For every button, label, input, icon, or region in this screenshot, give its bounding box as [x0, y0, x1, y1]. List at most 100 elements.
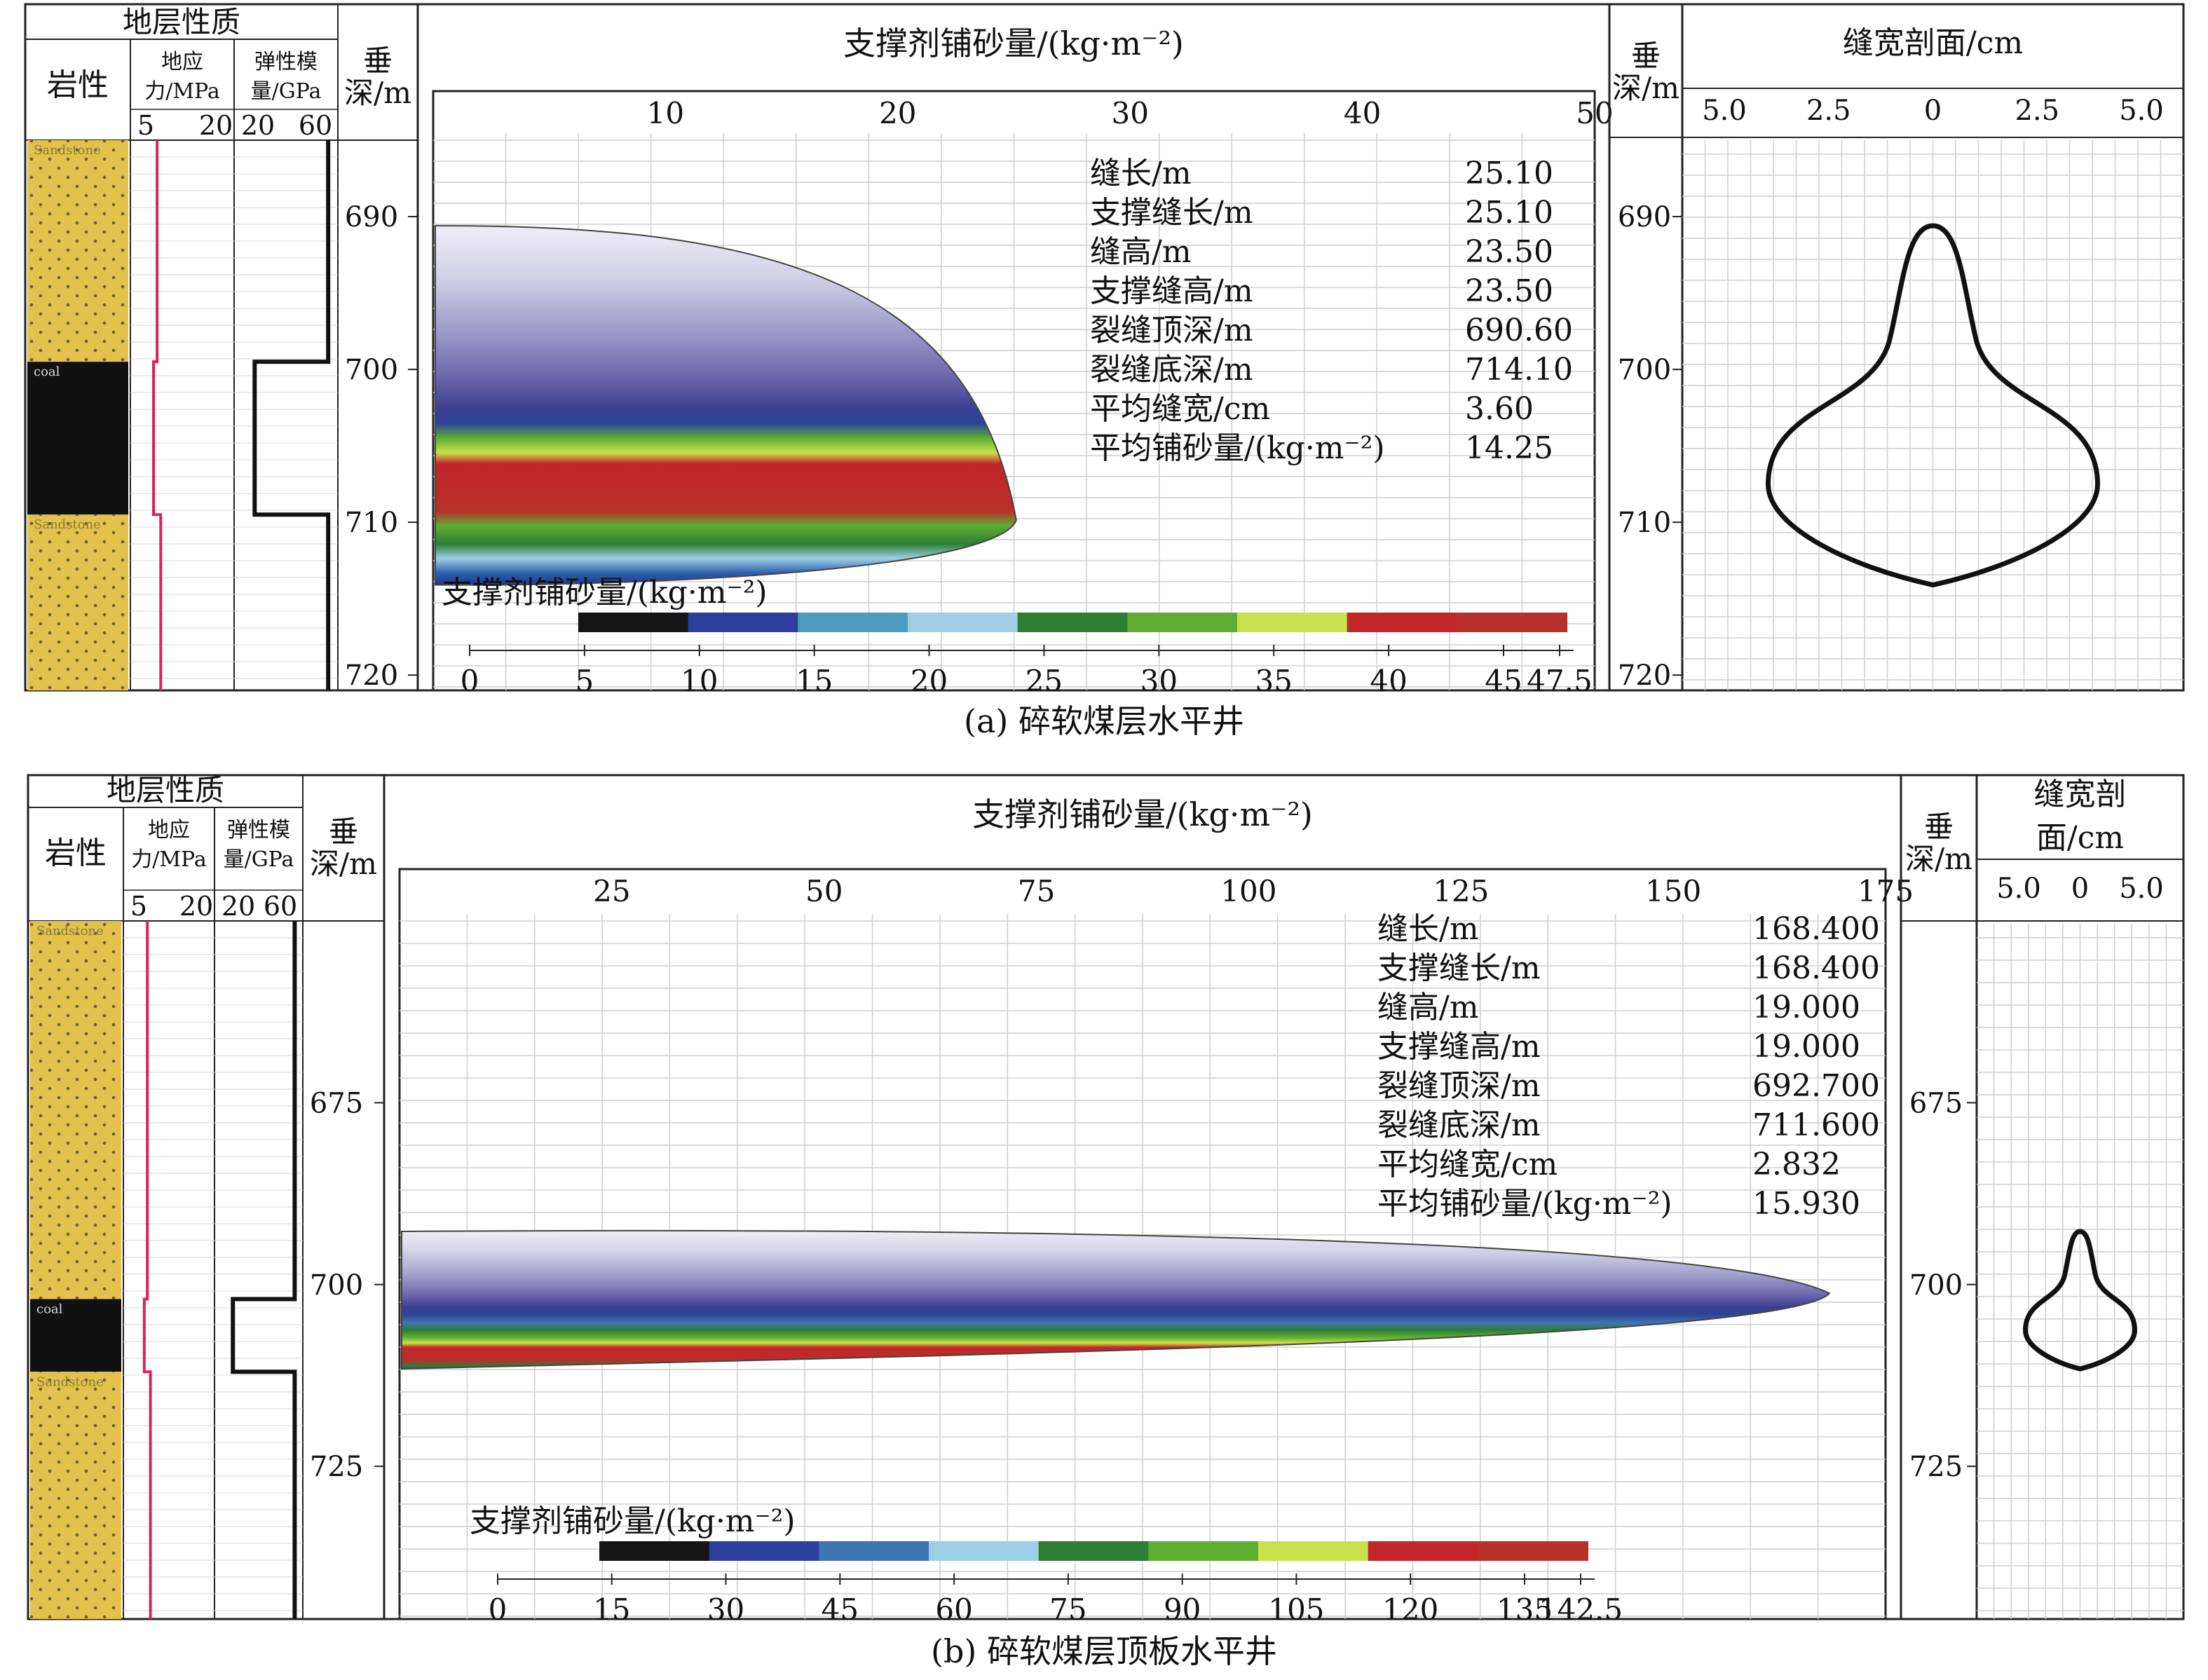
modulus-tick: 20: [241, 110, 275, 141]
width-depth-tick-label: 690: [1618, 201, 1671, 233]
colorbar-segment: [908, 613, 1018, 632]
stress-header: 地应: [148, 818, 190, 842]
colorbar-segment: [1038, 1541, 1150, 1561]
modulus-profile-line: [252, 140, 331, 690]
strata-title: 地层性质: [107, 773, 224, 807]
lithology-layer-label: Sandstone: [36, 1374, 104, 1389]
lithology-header: 岩性: [47, 67, 109, 103]
stress-tick: 5: [137, 110, 154, 141]
colorbar-tick-label: 47.5: [1527, 664, 1593, 698]
width-x-tick: 5.0: [2119, 95, 2164, 127]
figure-caption: (b) 碎软煤层顶板水平井: [931, 1632, 1277, 1670]
width-profile-shape: [2022, 1229, 2138, 1372]
colorbar-tick-label: 45: [1485, 664, 1522, 698]
lithology-layer-label: coal: [36, 1302, 63, 1317]
width-depth-header: 深/m: [1612, 71, 1679, 105]
stat-label: 支撑缝长/m: [1377, 950, 1541, 986]
modulus-tick: 60: [299, 110, 332, 141]
stat-value: 690.60: [1465, 313, 1573, 348]
width-depth-tick-label: 675: [1909, 1087, 1963, 1119]
colorbar-segment: [709, 1541, 820, 1561]
stress-header: 力/MPa: [131, 847, 207, 872]
lithology-layer-sandstone: [27, 514, 128, 690]
stat-label: 缝长/m: [1090, 156, 1192, 191]
width-x-tick: 0: [2071, 873, 2089, 905]
stat-label: 缝长/m: [1377, 911, 1479, 947]
stat-value: 14.25: [1465, 430, 1553, 466]
colorbar-segment: [819, 1541, 929, 1561]
stat-label: 平均铺砂量/(kg·m⁻²): [1377, 1186, 1672, 1222]
colorbar-tick-label: 75: [1049, 1592, 1086, 1627]
depth-tick-label: 700: [310, 1269, 363, 1302]
stress-profile-line: [152, 140, 163, 690]
contour-x-tick: 100: [1220, 874, 1276, 908]
modulus-header: 量/GPa: [224, 847, 294, 872]
width-depth-header: 垂: [1631, 39, 1661, 73]
contour-x-tick: 50: [1576, 96, 1613, 130]
stress-header: 地应: [161, 50, 203, 74]
depth-header: 垂: [329, 814, 358, 849]
contour-x-tick: 150: [1645, 874, 1701, 908]
stat-label: 裂缝顶深/m: [1377, 1068, 1541, 1104]
width-title: 缝宽剖: [2034, 777, 2127, 812]
depth-tick-label: 690: [345, 201, 398, 233]
lithology-layer-sandstone: [27, 140, 128, 362]
stat-value: 711.600: [1752, 1107, 1880, 1143]
colorbar-tick-label: 25: [1025, 664, 1063, 698]
stat-label: 缝高/m: [1090, 234, 1192, 270]
stress-profile-line: [142, 921, 152, 1619]
stat-label: 支撑缝高/m: [1377, 1029, 1541, 1065]
contour-x-tick: 50: [805, 874, 843, 908]
contour-x-tick: 40: [1344, 96, 1381, 130]
lithology-layer-coal: [27, 362, 128, 515]
depth-tick-label: 700: [345, 354, 398, 386]
lithology-layer-sandstone: [30, 1372, 121, 1619]
contour-x-tick: 20: [879, 96, 916, 130]
colorbar-tick-label: 0: [489, 1592, 507, 1627]
colorbar-segment: [1457, 613, 1567, 632]
width-depth-tick-label: 710: [1618, 507, 1671, 539]
stress-tick: 5: [130, 891, 147, 922]
width-depth-frame: [1608, 3, 1684, 692]
width-depth-tick-label: 700: [1618, 354, 1671, 386]
colorbar-tick-label: 0: [461, 664, 479, 698]
colorbar-segment: [1017, 613, 1129, 632]
stress-tick: 20: [199, 110, 233, 141]
width-title: 缝宽剖面/cm: [1843, 25, 2023, 61]
colorbar-segment: [1258, 1541, 1369, 1561]
lithology-layer-label: Sandstone: [36, 924, 104, 938]
width-depth-header: 深/m: [1905, 842, 1972, 876]
stat-label: 支撑缝长/m: [1090, 195, 1253, 231]
colorbar-segment: [1148, 1541, 1259, 1561]
colorbar-tick-label: 120: [1382, 1592, 1438, 1627]
width-depth-header: 垂: [1924, 810, 1954, 844]
contour-title: 支撑剂铺砂量/(kg·m⁻²): [972, 795, 1313, 833]
width-depth-tick-label: 725: [1909, 1451, 1963, 1483]
width-x-tick: 5.0: [2119, 873, 2164, 905]
stat-value: 3.60: [1465, 391, 1534, 427]
contour-x-tick: 30: [1111, 96, 1148, 130]
stat-value: 692.700: [1752, 1068, 1880, 1104]
colorbar-tick-label: 135: [1497, 1592, 1553, 1627]
stat-value: 23.50: [1465, 234, 1553, 270]
contour-x-tick: 25: [593, 874, 630, 908]
modulus-header: 弹性模: [227, 818, 290, 842]
colorbar-tick-label: 20: [911, 664, 948, 698]
stat-value: 25.10: [1465, 156, 1553, 191]
width-x-tick: 5.0: [1702, 95, 1747, 127]
lithology-layer-sandstone: [30, 921, 121, 1299]
stress-tick: 20: [179, 891, 213, 922]
width-depth-tick-label: 700: [1909, 1269, 1963, 1302]
colorbar-tick-label: 30: [1140, 664, 1178, 698]
colorbar-title: 支撑剂铺砂量/(kg·m⁻²): [442, 575, 768, 610]
depth-header: 深/m: [344, 76, 411, 110]
stat-value: 19.000: [1752, 1029, 1860, 1065]
width-profile-shape: [1765, 223, 2101, 588]
colorbar-segment: [599, 1541, 710, 1561]
modulus-profile-line: [231, 921, 297, 1619]
stat-value: 168.400: [1752, 911, 1880, 947]
stat-value: 19.000: [1752, 990, 1860, 1025]
